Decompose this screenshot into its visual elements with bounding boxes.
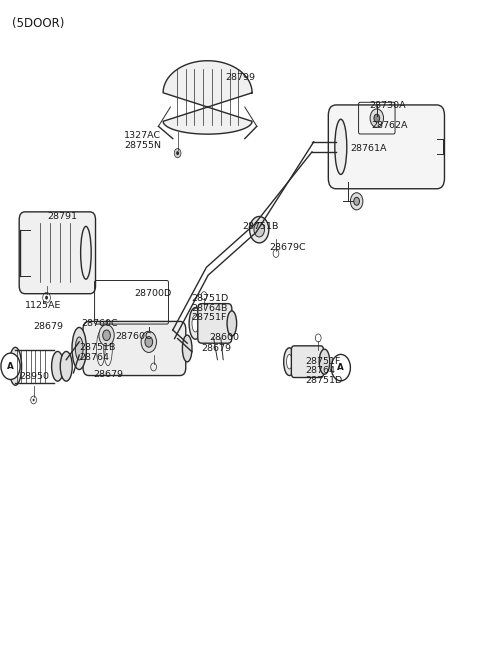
Text: 28751F: 28751F <box>305 357 340 366</box>
Circle shape <box>33 399 35 401</box>
FancyBboxPatch shape <box>83 321 186 376</box>
Circle shape <box>1 353 20 380</box>
Ellipse shape <box>72 327 86 370</box>
Circle shape <box>354 197 360 205</box>
Text: 28751B: 28751B <box>242 222 279 231</box>
Text: 1327AC: 1327AC <box>124 131 161 140</box>
Text: 28762A: 28762A <box>371 121 408 130</box>
Text: A: A <box>337 363 344 372</box>
Text: 28679: 28679 <box>202 344 231 353</box>
FancyBboxPatch shape <box>291 346 324 378</box>
Circle shape <box>45 296 48 300</box>
Text: A: A <box>7 362 14 371</box>
Circle shape <box>370 109 384 127</box>
Ellipse shape <box>284 348 295 376</box>
Circle shape <box>12 361 19 372</box>
Text: 28764: 28764 <box>305 366 335 376</box>
Text: 28764B: 28764B <box>191 304 228 313</box>
Circle shape <box>331 354 350 381</box>
Text: 28679: 28679 <box>34 322 63 331</box>
Text: 28764: 28764 <box>79 352 109 362</box>
Circle shape <box>99 325 114 346</box>
Text: 28730A: 28730A <box>370 101 406 110</box>
Text: 28751F: 28751F <box>191 313 227 322</box>
Circle shape <box>374 114 380 122</box>
Ellipse shape <box>335 119 347 174</box>
Text: 28799: 28799 <box>226 73 255 82</box>
Text: 28700D: 28700D <box>134 289 172 298</box>
Ellipse shape <box>189 308 202 339</box>
Circle shape <box>141 331 156 352</box>
Ellipse shape <box>192 315 199 332</box>
Circle shape <box>103 330 110 341</box>
Ellipse shape <box>9 347 22 385</box>
Text: 28751B: 28751B <box>79 343 116 352</box>
Text: (5DOOR): (5DOOR) <box>12 16 64 30</box>
Text: 28760C: 28760C <box>115 332 152 341</box>
Text: 28791: 28791 <box>47 212 77 221</box>
Ellipse shape <box>227 311 237 336</box>
Text: 28679C: 28679C <box>270 243 306 252</box>
Circle shape <box>174 148 181 158</box>
Text: 28950: 28950 <box>19 372 49 381</box>
Text: 28760C: 28760C <box>82 319 118 328</box>
Ellipse shape <box>287 354 292 369</box>
FancyBboxPatch shape <box>19 212 96 294</box>
Ellipse shape <box>319 349 330 374</box>
Ellipse shape <box>254 222 264 237</box>
Text: 1125AE: 1125AE <box>25 301 61 310</box>
Polygon shape <box>163 61 252 134</box>
FancyBboxPatch shape <box>198 304 232 343</box>
Ellipse shape <box>182 335 192 362</box>
Ellipse shape <box>75 337 83 360</box>
Circle shape <box>350 193 363 210</box>
Text: 28751D: 28751D <box>191 294 228 304</box>
Ellipse shape <box>51 351 63 381</box>
Circle shape <box>176 151 179 155</box>
Text: 28751D: 28751D <box>305 376 342 385</box>
Ellipse shape <box>250 216 269 243</box>
Text: 28761A: 28761A <box>350 144 387 153</box>
Text: 28755N: 28755N <box>124 141 161 150</box>
Circle shape <box>145 337 153 347</box>
Text: 28679: 28679 <box>94 370 124 380</box>
FancyBboxPatch shape <box>328 105 444 189</box>
Text: 28600: 28600 <box>209 333 239 343</box>
Ellipse shape <box>60 351 72 381</box>
